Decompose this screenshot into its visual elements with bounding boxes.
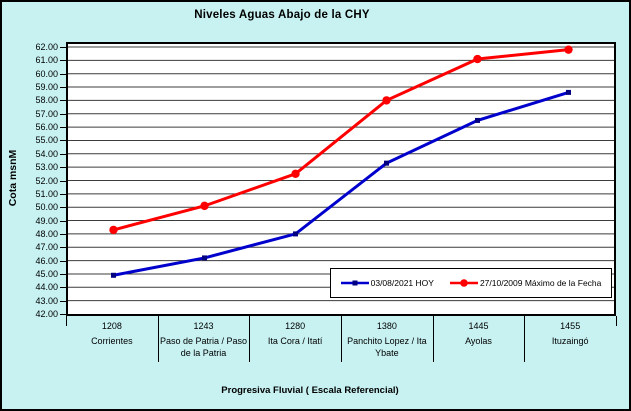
x-category-cell: 1243 Paso de Patria / Paso de la Patria [158,318,250,366]
y-tick-mark [60,220,66,222]
x-category-cell: 1380 Panchito Lopez / Ita Ybate [341,318,433,366]
y-tick-label: 59.00 [35,82,58,93]
y-tick-mark [60,100,66,102]
x-category-name: Ita Cora / Itatí [267,336,323,346]
y-tick-mark [60,207,66,209]
data-point-marker [382,96,391,105]
y-tick-label: 50.00 [35,202,58,213]
data-point-marker [200,201,209,211]
x-axis-tick [524,316,525,362]
y-tick-mark [60,60,66,62]
series-canvas [68,45,614,302]
legend: 03/08/2021 HOY 27/10/2009 Máximo de la Fe… [330,268,612,298]
x-category-km: 1445 [468,321,489,331]
data-point-marker [291,169,300,179]
y-tick-label: 53.00 [35,162,58,173]
y-tick-label: 45.00 [35,268,58,279]
y-tick-label: 47.00 [35,242,58,253]
x-axis-tick [341,316,342,362]
x-category-name: Corrientes [91,336,133,346]
legend-marker-icon [340,280,369,286]
y-tick-label: 60.00 [35,68,58,79]
series-line-circle [113,48,569,232]
y-tick-label: 52.00 [35,175,58,186]
y-tick-label: 44.00 [35,282,58,293]
y-tick-label: 61.00 [35,55,58,66]
y-tick-label: 42.00 [35,309,58,319]
legend-label: 27/10/2009 Máximo de la Fecha [479,278,602,288]
legend-marker-icon [449,279,478,287]
x-category-name: Ituzaingó [551,336,589,346]
y-tick-mark [60,314,66,315]
y-tick-mark [60,300,66,302]
x-category-name: Panchito Lopez / Ita Ybate [347,336,427,358]
y-tick-mark [60,260,66,262]
data-point-marker [111,272,116,278]
y-tick-mark [60,273,66,275]
y-tick-label: 46.00 [35,255,58,266]
data-point-marker [293,231,298,237]
x-category-km: 1208 [101,321,122,331]
x-axis-title: Progresiva Fluvial ( Escala Referencial) [221,385,399,396]
y-tick-mark [60,47,66,48]
y-tick-mark [60,87,66,89]
y-tick-mark [60,153,66,155]
data-point-marker [566,89,571,95]
y-tick-label: 49.00 [35,215,58,226]
y-tick-mark [60,233,66,235]
y-tick-label: 57.00 [35,108,58,119]
x-category-cell: 1208 Corrientes [66,318,158,366]
x-category-name: Ayolas [465,336,492,346]
y-tick-mark [60,193,66,195]
y-tick-label: 51.00 [35,188,58,199]
series-line-square [113,90,569,277]
x-category-km: 1455 [560,321,581,331]
data-point-marker [384,160,389,166]
legend-entry: 03/08/2021 HOY [340,278,434,288]
x-axis-tick [433,316,434,362]
y-tick-label: 55.00 [35,135,58,146]
y-tick-mark [60,73,66,75]
x-axis-categories: 1208 Corrientes 1243 Paso de Patria / Paso … [66,318,616,366]
x-category-cell: 1455 Ituzaingó [524,318,616,366]
chart-title: Niveles Aguas Abajo de la CHY [194,9,370,21]
y-tick-mark [60,127,66,129]
data-point-marker [109,225,118,235]
data-point-marker [475,117,480,123]
x-axis-tick [66,316,67,326]
y-tick-label: 62.00 [35,42,58,52]
y-tick-label: 48.00 [35,228,58,239]
y-tick-label: 54.00 [35,148,58,159]
x-axis-tick [616,316,617,326]
x-category-name: Paso de Patria / Paso de la Patria [159,336,248,358]
y-tick-mark [60,247,66,249]
y-tick-mark [60,180,66,182]
data-point-marker [564,45,573,54]
legend-entry: 27/10/2009 Máximo de la Fecha [449,278,602,288]
y-tick-mark [60,140,66,142]
y-tick-mark [60,167,66,169]
x-category-km: 1243 [193,321,214,331]
y-tick-mark [60,287,66,289]
x-category-km: 1280 [285,321,306,331]
data-point-marker [202,255,207,261]
plot-area: 03/08/2021 HOY 27/10/2009 Máximo de la Fe… [66,42,616,316]
data-point-marker [473,54,482,64]
legend-label: 03/08/2021 HOY [370,278,434,288]
y-tick-label: 56.00 [35,122,58,133]
x-axis-tick [249,316,250,362]
y-tick-label: 43.00 [35,295,58,306]
y-tick-mark [60,113,66,115]
x-category-cell: 1280 Ita Cora / Itatí [249,318,341,366]
x-category-km: 1380 [376,321,397,331]
x-axis-tick [158,316,159,362]
y-tick-label: 58.00 [35,95,58,106]
x-category-cell: 1445 Ayolas [433,318,525,366]
